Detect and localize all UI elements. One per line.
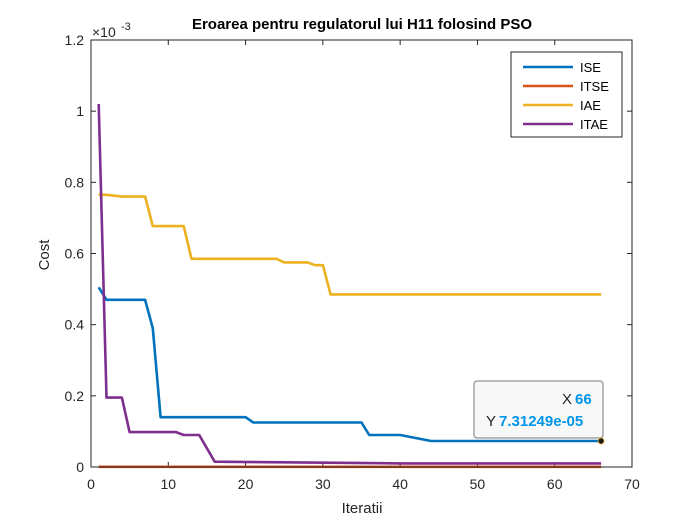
x-axis-label: Iteratii xyxy=(342,500,383,517)
series-line-ise[interactable] xyxy=(97,286,602,443)
legend[interactable]: ISE ITSE IAE ITAE xyxy=(510,51,623,138)
y-tick-label: 1 xyxy=(76,103,84,119)
datatip-box xyxy=(473,380,604,439)
x-tick-label: 20 xyxy=(238,476,254,492)
series-line-itae[interactable] xyxy=(97,103,602,465)
y-tick-label: 0 xyxy=(76,459,84,475)
x-tick-label: 40 xyxy=(392,476,408,492)
y-axis-ticks: 0 0.2 0.4 0.6 0.8 1 1.2 xyxy=(65,32,632,475)
y-tick-label: 0.2 xyxy=(65,388,85,404)
chart-title: Eroarea pentru regulatorul lui H11 folos… xyxy=(192,16,532,33)
datatip[interactable]: X 66 Y 7.31249e-05 xyxy=(473,380,605,445)
x-tick-label: 50 xyxy=(470,476,486,492)
y-exponent-base: ×10 xyxy=(92,24,116,40)
y-axis-label: Cost xyxy=(36,239,53,271)
datatip-x-label: X xyxy=(562,391,572,408)
plot-frame xyxy=(90,39,633,468)
series-line-iae[interactable] xyxy=(98,193,602,296)
legend-label-ise: ISE xyxy=(580,60,601,75)
datatip-x-value: 66 xyxy=(575,391,592,408)
legend-label-iae: IAE xyxy=(580,98,601,113)
y-tick-label: 0.4 xyxy=(65,317,85,333)
datatip-y-value: 7.31249e-05 xyxy=(499,413,583,430)
x-tick-label: 60 xyxy=(547,476,563,492)
x-tick-label: 0 xyxy=(87,476,95,492)
y-tick-label: 1.2 xyxy=(65,32,85,48)
x-tick-label: 10 xyxy=(160,476,176,492)
y-tick-label: 0.6 xyxy=(65,246,85,262)
x-axis-ticks: 0 10 20 30 40 50 60 70 xyxy=(87,40,640,492)
legend-label-itse: ITSE xyxy=(580,79,609,94)
datatip-y-label: Y xyxy=(486,413,496,430)
y-exponent-label: ×10 -3 xyxy=(92,21,131,40)
x-tick-label: 30 xyxy=(315,476,331,492)
legend-label-itae: ITAE xyxy=(580,117,608,132)
x-tick-label: 70 xyxy=(624,476,640,492)
datatip-marker[interactable] xyxy=(597,437,605,445)
y-exponent-power: -3 xyxy=(121,21,131,33)
y-tick-label: 0.8 xyxy=(65,174,85,190)
